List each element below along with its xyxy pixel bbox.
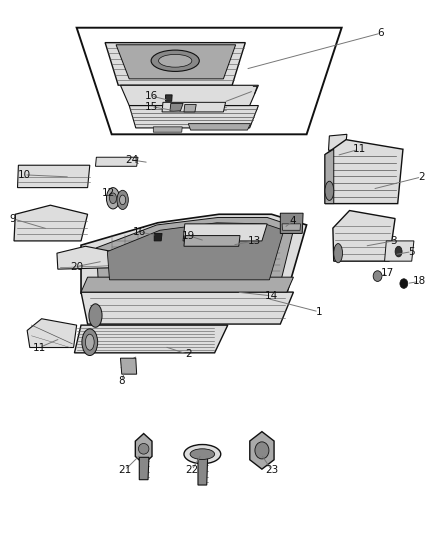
Polygon shape (105, 43, 245, 85)
Polygon shape (333, 211, 395, 261)
Polygon shape (116, 45, 236, 79)
Polygon shape (74, 325, 228, 353)
Text: 22: 22 (185, 465, 198, 475)
Text: 15: 15 (145, 102, 158, 111)
Ellipse shape (395, 246, 402, 257)
Text: 3: 3 (390, 236, 397, 246)
Polygon shape (139, 457, 149, 480)
Text: 4: 4 (289, 216, 296, 226)
Ellipse shape (82, 329, 98, 356)
Polygon shape (95, 157, 138, 166)
Polygon shape (81, 214, 307, 293)
Text: 24: 24 (125, 155, 138, 165)
Polygon shape (81, 277, 293, 292)
Polygon shape (27, 319, 77, 348)
Polygon shape (198, 458, 208, 485)
Text: 11: 11 (33, 343, 46, 352)
Text: 7: 7 (251, 86, 258, 95)
Text: 21: 21 (118, 465, 131, 475)
Text: 23: 23 (265, 465, 278, 475)
Polygon shape (14, 205, 88, 241)
Text: 16: 16 (133, 227, 146, 237)
Polygon shape (325, 149, 334, 204)
Polygon shape (57, 246, 120, 269)
Text: 2: 2 (185, 350, 192, 359)
Text: 18: 18 (413, 277, 426, 286)
Ellipse shape (255, 442, 269, 459)
Polygon shape (162, 102, 226, 112)
Polygon shape (154, 233, 162, 241)
Ellipse shape (120, 195, 126, 205)
Polygon shape (129, 106, 258, 128)
Polygon shape (183, 224, 267, 241)
Polygon shape (188, 124, 251, 130)
Polygon shape (184, 104, 196, 112)
Polygon shape (120, 358, 137, 374)
Text: 5: 5 (408, 247, 415, 256)
Text: 16: 16 (145, 91, 158, 101)
Ellipse shape (159, 54, 192, 67)
Polygon shape (120, 85, 258, 106)
Polygon shape (96, 217, 294, 287)
Polygon shape (385, 241, 414, 261)
Ellipse shape (85, 334, 94, 350)
Ellipse shape (89, 304, 102, 327)
Ellipse shape (110, 193, 117, 204)
Polygon shape (170, 103, 183, 111)
Ellipse shape (190, 449, 215, 459)
Polygon shape (184, 236, 240, 246)
Polygon shape (18, 165, 90, 188)
Text: 6: 6 (378, 28, 385, 38)
Polygon shape (81, 292, 293, 324)
Text: 8: 8 (118, 376, 125, 386)
Ellipse shape (400, 279, 408, 288)
Text: 11: 11 (353, 144, 366, 154)
Text: 17: 17 (381, 268, 394, 278)
Text: 19: 19 (182, 231, 195, 240)
Polygon shape (250, 432, 274, 469)
Ellipse shape (373, 271, 382, 281)
Polygon shape (135, 433, 152, 464)
Polygon shape (107, 223, 284, 280)
Text: 12: 12 (102, 188, 115, 198)
Ellipse shape (138, 443, 149, 454)
Polygon shape (282, 224, 300, 230)
Text: 2: 2 (418, 172, 425, 182)
Text: 9: 9 (9, 214, 16, 223)
Polygon shape (153, 127, 182, 132)
Polygon shape (280, 213, 303, 233)
Ellipse shape (184, 445, 221, 464)
Text: 1: 1 (315, 307, 322, 317)
Polygon shape (166, 95, 172, 101)
Ellipse shape (117, 190, 128, 209)
Polygon shape (328, 134, 347, 150)
Polygon shape (77, 28, 342, 134)
Text: 13: 13 (247, 236, 261, 246)
Text: 10: 10 (18, 170, 31, 180)
Ellipse shape (325, 181, 334, 200)
Text: 20: 20 (70, 262, 83, 271)
Ellipse shape (334, 244, 343, 263)
Ellipse shape (151, 50, 199, 71)
Ellipse shape (106, 188, 120, 209)
Polygon shape (325, 140, 403, 204)
Text: 14: 14 (265, 291, 278, 301)
